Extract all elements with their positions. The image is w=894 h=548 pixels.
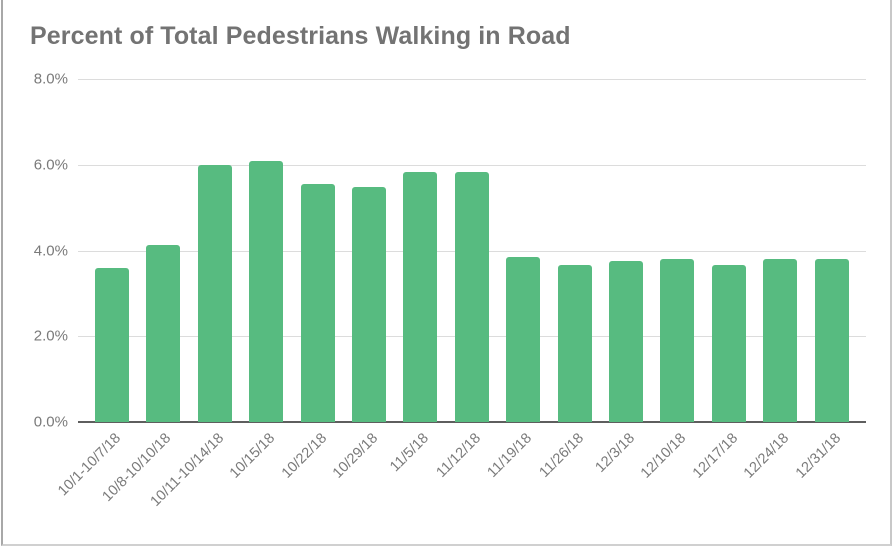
y-tick-label: 6.0% <box>33 156 68 174</box>
bar[interactable] <box>557 264 592 422</box>
bar[interactable] <box>814 259 849 422</box>
bar[interactable] <box>249 161 284 422</box>
bar[interactable] <box>300 183 335 422</box>
bar[interactable] <box>609 261 643 422</box>
gridline <box>78 165 866 166</box>
gridline <box>78 79 866 80</box>
y-tick-label: 2.0% <box>33 327 68 345</box>
bar[interactable] <box>146 245 181 422</box>
y-tick-label: 4.0% <box>33 242 68 259</box>
y-tick-label: 0.0% <box>33 413 68 431</box>
y-tick-label: 8.0% <box>33 70 68 88</box>
bar[interactable] <box>352 186 386 422</box>
bar[interactable] <box>711 264 746 422</box>
bar[interactable] <box>660 259 695 422</box>
bar[interactable] <box>763 259 798 422</box>
bar[interactable] <box>506 257 541 422</box>
bar[interactable] <box>197 164 232 422</box>
bar[interactable] <box>454 172 489 422</box>
x-axis-line <box>78 421 866 423</box>
bar[interactable] <box>95 267 129 422</box>
bar[interactable] <box>403 172 438 422</box>
chart-title: Percent of Total Pedestrians Walking in … <box>30 22 571 50</box>
